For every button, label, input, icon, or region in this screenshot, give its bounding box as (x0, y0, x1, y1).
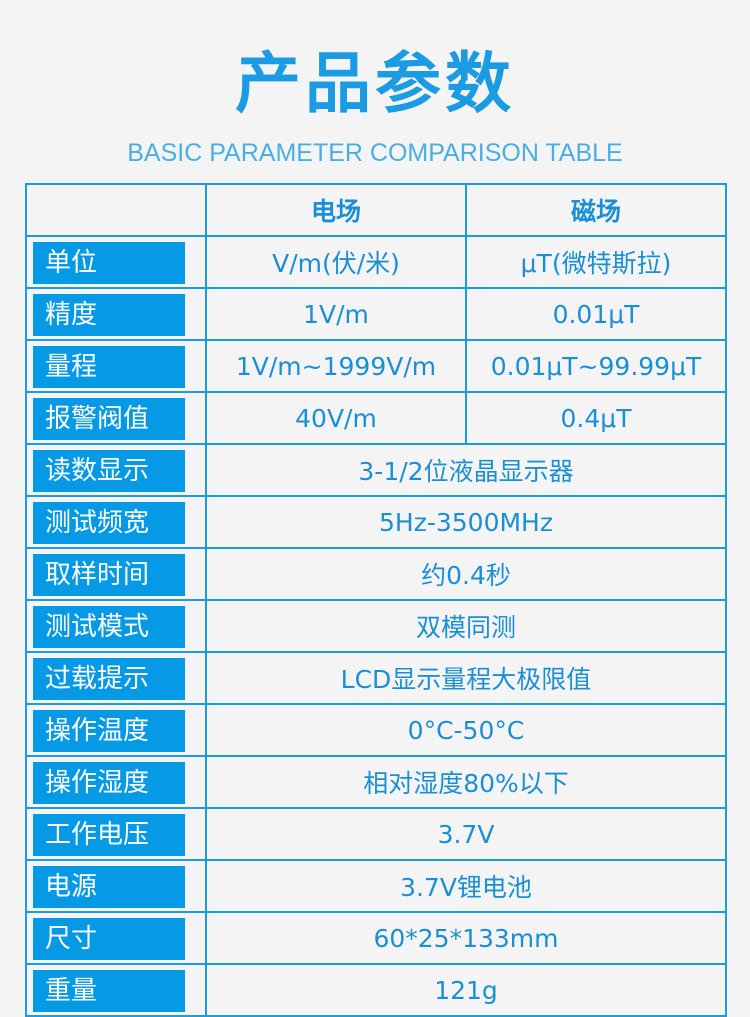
row-label-cell: 精度 (25, 287, 207, 341)
value-cell: 0.01μT (465, 287, 727, 341)
table-row: 测试模式 双模同测 (25, 599, 727, 653)
value-cell: 双模同测 (205, 599, 727, 653)
row-label-cell: 操作温度 (25, 703, 207, 757)
row-label: 单位 (33, 242, 185, 284)
row-label-cell: 测试频宽 (25, 495, 207, 549)
row-label-cell: 报警阀值 (25, 391, 207, 445)
table-row: 重量 121g (25, 963, 727, 1017)
table-row: 读数显示 3-1/2位液晶显示器 (25, 443, 727, 497)
page-title: 产品参数 (235, 45, 515, 122)
row-label-cell: 取样时间 (25, 547, 207, 601)
row-label-cell: 电源 (25, 859, 207, 913)
row-label: 读数显示 (33, 450, 185, 492)
table-row: 单位 V/m(伏/米) μT(微特斯拉) (25, 235, 727, 289)
value-cell: 约0.4秒 (205, 547, 727, 601)
row-label-cell: 过载提示 (25, 651, 207, 705)
row-label: 操作湿度 (33, 762, 185, 804)
row-label-cell: 尺寸 (25, 911, 207, 965)
parameter-table: 电场 磁场 单位 V/m(伏/米) μT(微特斯拉) 精度 1V/m 0.01μT 量程 1V… (25, 183, 727, 1017)
table-row: 工作电压 3.7V (25, 807, 727, 861)
row-label: 操作温度 (33, 710, 185, 752)
header-cell-electric-field: 电场 (205, 183, 467, 237)
value-cell: 1V/m~1999V/m (205, 339, 467, 393)
table-row: 精度 1V/m 0.01μT (25, 287, 727, 341)
row-label: 取样时间 (33, 554, 185, 596)
value-cell: LCD显示量程大极限值 (205, 651, 727, 705)
row-label: 测试模式 (33, 606, 185, 648)
row-label: 量程 (33, 346, 185, 388)
row-label-cell: 读数显示 (25, 443, 207, 497)
value-cell: 0.01μT~99.99μT (465, 339, 727, 393)
row-label-cell: 操作湿度 (25, 755, 207, 809)
value-cell: 0°C-50°C (205, 703, 727, 757)
value-cell: V/m(伏/米) (205, 235, 467, 289)
row-label-cell: 单位 (25, 235, 207, 289)
value-cell: 60*25*133mm (205, 911, 727, 965)
row-label: 过载提示 (33, 658, 185, 700)
value-cell: 5Hz-3500MHz (205, 495, 727, 549)
table-row: 电源 3.7V锂电池 (25, 859, 727, 913)
row-label: 精度 (33, 294, 185, 336)
row-label: 电源 (33, 866, 185, 908)
value-cell: 1V/m (205, 287, 467, 341)
value-cell: 3-1/2位液晶显示器 (205, 443, 727, 497)
row-label-cell: 工作电压 (25, 807, 207, 861)
value-cell: 121g (205, 963, 727, 1017)
header-cell-magnetic-field: 磁场 (465, 183, 727, 237)
table-row: 操作湿度 相对湿度80%以下 (25, 755, 727, 809)
value-cell: 相对湿度80%以下 (205, 755, 727, 809)
value-cell: 0.4μT (465, 391, 727, 445)
row-label-cell: 量程 (25, 339, 207, 393)
value-cell: μT(微特斯拉) (465, 235, 727, 289)
value-cell: 40V/m (205, 391, 467, 445)
table-header-row: 电场 磁场 (25, 183, 727, 237)
table-row: 取样时间 约0.4秒 (25, 547, 727, 601)
header-cell-empty (25, 183, 207, 237)
row-label-cell: 测试模式 (25, 599, 207, 653)
row-label-cell: 重量 (25, 963, 207, 1017)
table-row: 过载提示 LCD显示量程大极限值 (25, 651, 727, 705)
value-cell: 3.7V (205, 807, 727, 861)
row-label: 尺寸 (33, 918, 185, 960)
row-label: 测试频宽 (33, 502, 185, 544)
table-row: 测试频宽 5Hz-3500MHz (25, 495, 727, 549)
row-label: 报警阀值 (33, 398, 185, 440)
row-label: 工作电压 (33, 814, 185, 856)
row-label: 重量 (33, 970, 185, 1012)
page-subtitle: BASIC PARAMETER COMPARISON TABLE (127, 139, 623, 167)
table-row: 操作温度 0°C-50°C (25, 703, 727, 757)
table-row: 尺寸 60*25*133mm (25, 911, 727, 965)
table-row: 报警阀值 40V/m 0.4μT (25, 391, 727, 445)
table-row: 量程 1V/m~1999V/m 0.01μT~99.99μT (25, 339, 727, 393)
value-cell: 3.7V锂电池 (205, 859, 727, 913)
